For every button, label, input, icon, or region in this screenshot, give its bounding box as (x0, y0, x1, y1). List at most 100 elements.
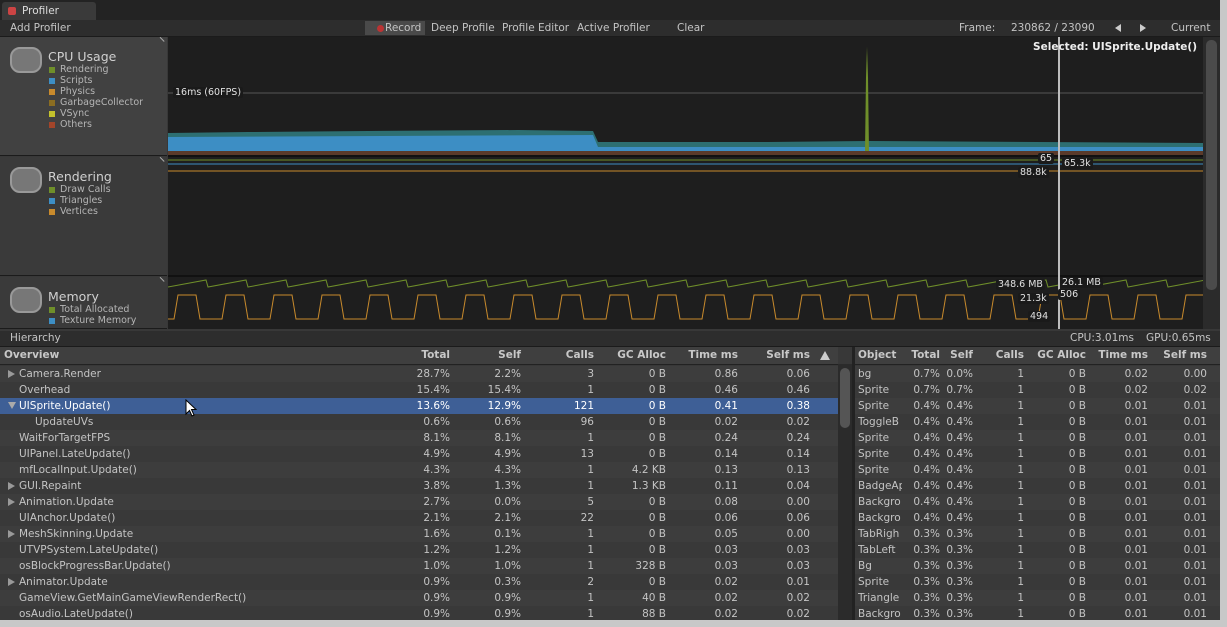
split-divider[interactable] (852, 347, 855, 620)
table-row[interactable]: Sprite 0.4% 0.4% 1 0 B 0.01 0.01 (855, 398, 1220, 414)
close-button[interactable] (155, 37, 165, 47)
column-header[interactable]: Calls (995, 349, 1024, 361)
active-profiler-dropdown[interactable]: Active Profiler (577, 22, 650, 34)
close-button[interactable] (155, 277, 165, 287)
table-row[interactable]: Backgro 0.3% 0.3% 1 0 B 0.01 0.01 (855, 606, 1220, 620)
table-row[interactable]: GUI.Repaint 3.8% 1.3% 1 1.3 KB 0.11 0.04 (0, 478, 838, 494)
record-button[interactable]: Record (365, 21, 426, 35)
expand-toggle[interactable] (8, 402, 16, 409)
column-header[interactable]: Total (911, 349, 940, 361)
column-header[interactable]: Self ms (1163, 349, 1207, 361)
table-row[interactable]: UISprite.Update() 13.6% 12.9% 121 0 B 0.41 0.3… (0, 398, 838, 414)
current-button[interactable]: Current (1171, 22, 1211, 34)
table-cell: 0.9% (494, 608, 521, 620)
table-row[interactable]: Backgro 0.4% 0.4% 1 0 B 0.01 0.01 (855, 494, 1220, 510)
table-row[interactable]: GameView.GetMainGameViewRenderRect() 0.9%… (0, 590, 838, 606)
add-profiler[interactable]: Add Profiler (10, 22, 71, 34)
table-row[interactable]: UIAnchor.Update() 2.1% 2.1% 22 0 B 0.06 0.06 (0, 510, 838, 526)
table-row[interactable]: Sprite 0.4% 0.4% 1 0 B 0.01 0.01 (855, 430, 1220, 446)
table-row[interactable]: Bg 0.3% 0.3% 1 0 B 0.01 0.01 (855, 558, 1220, 574)
table-cell: mfLocalInput.Update() (19, 464, 137, 476)
module-panel[interactable]: Rendering Draw Calls Triangles Vertices (0, 157, 167, 276)
table-row[interactable]: Sprite 0.4% 0.4% 1 0 B 0.01 0.01 (855, 446, 1220, 462)
table-cell: 4.3% (494, 464, 521, 476)
table-cell: 96 (580, 416, 594, 428)
table-cell: 2.2% (494, 368, 521, 380)
expand-toggle[interactable] (8, 530, 15, 538)
expand-toggle[interactable] (8, 498, 15, 506)
table-cell: 1 (1017, 592, 1024, 604)
sort-arrow[interactable] (820, 351, 830, 360)
column-header[interactable]: Self (950, 349, 973, 361)
table-scrollbar[interactable] (838, 364, 852, 620)
column-header[interactable]: Total (421, 349, 450, 361)
table-cell: 0.3% (946, 608, 973, 620)
table-scroll-thumb[interactable] (840, 368, 850, 428)
graph-value-label: 506 (1058, 289, 1081, 300)
table-row[interactable]: Overhead 15.4% 15.4% 1 0 B 0.46 0.46 (0, 382, 838, 398)
graph-scroll-thumb[interactable] (1206, 40, 1217, 290)
table-row[interactable]: Sprite 0.7% 0.7% 1 0 B 0.02 0.02 (855, 382, 1220, 398)
table-row[interactable]: Triangle 0.3% 0.3% 1 0 B 0.01 0.01 (855, 590, 1220, 606)
table-row[interactable]: Backgro 0.4% 0.4% 1 0 B 0.01 0.01 (855, 510, 1220, 526)
table-row[interactable]: Sprite 0.3% 0.3% 1 0 B 0.01 0.01 (855, 574, 1220, 590)
next-frame[interactable] (1140, 24, 1146, 32)
column-header[interactable]: Calls (565, 349, 594, 361)
table-cell: 1 (1017, 432, 1024, 444)
table-cell: 0.3% (913, 608, 940, 620)
frame-label: Frame: (959, 22, 996, 34)
graph-value-label: 65.3k (1062, 158, 1093, 169)
table-row[interactable]: TabLeft 0.3% 0.3% 1 0 B 0.01 0.01 (855, 542, 1220, 558)
table-row[interactable]: BadgeAp 0.4% 0.4% 1 0 B 0.01 0.01 (855, 478, 1220, 494)
table-cell: 0.01 (1183, 528, 1207, 540)
table-cell: 0 B (648, 384, 666, 396)
profile-editor-button[interactable]: Profile Editor (502, 22, 570, 34)
table-cell: bg (858, 368, 872, 380)
table-cell: 0.4% (913, 400, 940, 412)
table-cell: 1 (587, 432, 594, 444)
clear-button[interactable]: Clear (677, 22, 705, 34)
column-header[interactable]: Time ms (688, 349, 738, 361)
table-row[interactable]: osAudio.LateUpdate() 0.9% 0.9% 1 88 B 0.02 0.0… (0, 606, 838, 620)
table-row[interactable]: Animator.Update 0.9% 0.3% 2 0 B 0.02 0.01 (0, 574, 838, 590)
column-header[interactable]: Object (858, 349, 897, 361)
table-row[interactable]: UIPanel.LateUpdate() 4.9% 4.9% 13 0 B 0.14 0.1… (0, 446, 838, 462)
column-header[interactable]: Self (498, 349, 521, 361)
prev-frame[interactable] (1115, 24, 1121, 32)
expand-toggle[interactable] (8, 370, 15, 378)
expand-toggle[interactable] (8, 482, 15, 490)
table-cell: 0.02 (714, 608, 738, 620)
table-row[interactable]: mfLocalInput.Update() 4.3% 4.3% 1 4.2 KB 0.13… (0, 462, 838, 478)
table-row[interactable]: Sprite 0.4% 0.4% 1 0 B 0.01 0.01 (855, 462, 1220, 478)
table-row[interactable]: bg 0.7% 0.0% 1 0 B 0.02 0.00 (855, 366, 1220, 382)
table-row[interactable]: Animation.Update 2.7% 0.0% 5 0 B 0.08 0.00 (0, 494, 838, 510)
gpu-time: GPU:0.65ms (1146, 332, 1211, 344)
expand-toggle[interactable] (8, 578, 15, 586)
table-row[interactable]: osBlockProgressBar.Update() 1.0% 1.0% 1 328 … (0, 558, 838, 574)
close-button[interactable] (155, 157, 165, 167)
column-header[interactable]: Self ms (766, 349, 810, 361)
table-cell: 0 B (1068, 512, 1086, 524)
table-cell: BadgeAp (858, 480, 902, 492)
table-row[interactable]: Camera.Render 28.7% 2.2% 3 0 B 0.86 0.06 (0, 366, 838, 382)
table-cell: 0.0% (494, 496, 521, 508)
table-cell: 0 B (648, 432, 666, 444)
column-header[interactable]: GC Alloc (1037, 349, 1086, 361)
column-header[interactable]: Time ms (1098, 349, 1148, 361)
frame-value: 230862 / 23090 (1011, 22, 1095, 34)
table-row[interactable]: UTVPSystem.LateUpdate() 1.2% 1.2% 1 0 B 0.03 0… (0, 542, 838, 558)
tab[interactable]: Profiler (2, 2, 96, 20)
table-cell: 1 (1017, 400, 1024, 412)
module-panel[interactable]: CPU Usage Rendering Scripts Physics GarbageC… (0, 37, 167, 156)
deep-profile-button[interactable]: Deep Profile (431, 22, 495, 34)
column-header[interactable]: Overview (4, 349, 60, 361)
view-dropdown[interactable]: Hierarchy (10, 332, 61, 344)
table-row[interactable]: ToggleB 0.4% 0.4% 1 0 B 0.01 0.01 (855, 414, 1220, 430)
column-header[interactable]: GC Alloc (617, 349, 666, 361)
table-row[interactable]: TabRigh 0.3% 0.3% 1 0 B 0.01 0.01 (855, 526, 1220, 542)
table-row[interactable]: WaitForTargetFPS 8.1% 8.1% 1 0 B 0.24 0.24 (0, 430, 838, 446)
table-row[interactable]: UpdateUVs 0.6% 0.6% 96 0 B 0.02 0.02 (0, 414, 838, 430)
table-row[interactable]: MeshSkinning.Update 1.6% 0.1% 1 0 B 0.05 0.00 (0, 526, 838, 542)
table-cell: 0.9% (423, 592, 450, 604)
module-panel[interactable]: Memory Total Allocated Texture Memory (0, 277, 167, 329)
